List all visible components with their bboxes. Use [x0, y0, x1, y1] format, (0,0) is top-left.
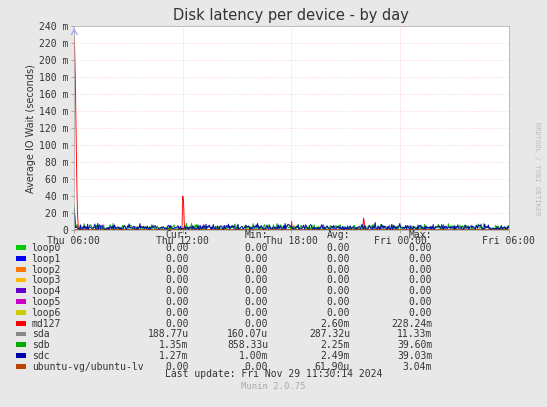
Text: 0.00: 0.00 [165, 265, 189, 275]
Text: Avg:: Avg: [327, 230, 350, 240]
Text: Last update: Fri Nov 29 11:30:14 2024: Last update: Fri Nov 29 11:30:14 2024 [165, 370, 382, 379]
Text: 0.00: 0.00 [327, 308, 350, 318]
Text: sdc: sdc [32, 351, 49, 361]
Text: loop2: loop2 [32, 265, 61, 275]
Text: 0.00: 0.00 [409, 297, 432, 307]
Y-axis label: Average IO Wait (seconds): Average IO Wait (seconds) [26, 64, 36, 193]
Text: 0.00: 0.00 [165, 362, 189, 372]
Text: loop6: loop6 [32, 308, 61, 318]
Text: Munin 2.0.75: Munin 2.0.75 [241, 382, 306, 391]
Text: 0.00: 0.00 [327, 265, 350, 275]
Text: 0.00: 0.00 [245, 276, 268, 285]
Text: 0.00: 0.00 [327, 297, 350, 307]
Text: Cur:: Cur: [165, 230, 189, 240]
Text: 0.00: 0.00 [165, 276, 189, 285]
Text: 0.00: 0.00 [245, 308, 268, 318]
Text: 0.00: 0.00 [409, 308, 432, 318]
Text: 858.33u: 858.33u [227, 340, 268, 350]
Text: loop0: loop0 [32, 243, 61, 253]
Text: loop3: loop3 [32, 276, 61, 285]
Text: sda: sda [32, 329, 49, 339]
Text: 1.27m: 1.27m [159, 351, 189, 361]
Text: 2.49m: 2.49m [321, 351, 350, 361]
Text: 0.00: 0.00 [165, 297, 189, 307]
Text: ubuntu-vg/ubuntu-lv: ubuntu-vg/ubuntu-lv [32, 362, 143, 372]
Text: 61.90u: 61.90u [315, 362, 350, 372]
Text: 1.00m: 1.00m [238, 351, 268, 361]
Text: 0.00: 0.00 [165, 319, 189, 328]
Text: 2.60m: 2.60m [321, 319, 350, 328]
Text: 0.00: 0.00 [245, 362, 268, 372]
Text: 0.00: 0.00 [245, 297, 268, 307]
Text: Max:: Max: [409, 230, 432, 240]
Text: 228.24m: 228.24m [391, 319, 432, 328]
Text: Min:: Min: [245, 230, 268, 240]
Text: 287.32u: 287.32u [309, 329, 350, 339]
Text: 0.00: 0.00 [165, 243, 189, 253]
Text: 2.25m: 2.25m [321, 340, 350, 350]
Text: 0.00: 0.00 [409, 243, 432, 253]
Text: 0.00: 0.00 [165, 286, 189, 296]
Text: 0.00: 0.00 [165, 254, 189, 264]
Text: 0.00: 0.00 [409, 265, 432, 275]
Text: 0.00: 0.00 [327, 286, 350, 296]
Text: 0.00: 0.00 [245, 319, 268, 328]
Text: 0.00: 0.00 [245, 254, 268, 264]
Text: 1.35m: 1.35m [159, 340, 189, 350]
Text: 0.00: 0.00 [409, 286, 432, 296]
Text: 39.60m: 39.60m [397, 340, 432, 350]
Text: loop5: loop5 [32, 297, 61, 307]
Text: loop1: loop1 [32, 254, 61, 264]
Text: 0.00: 0.00 [245, 286, 268, 296]
Text: 0.00: 0.00 [409, 254, 432, 264]
Text: 0.00: 0.00 [327, 276, 350, 285]
Text: loop4: loop4 [32, 286, 61, 296]
Text: sdb: sdb [32, 340, 49, 350]
Text: RRDTOOL / TOBI OETIKER: RRDTOOL / TOBI OETIKER [534, 122, 540, 216]
Text: 0.00: 0.00 [327, 254, 350, 264]
Text: 160.07u: 160.07u [227, 329, 268, 339]
Text: 0.00: 0.00 [245, 243, 268, 253]
Text: 0.00: 0.00 [327, 243, 350, 253]
Text: 3.04m: 3.04m [403, 362, 432, 372]
Text: 0.00: 0.00 [245, 265, 268, 275]
Text: 11.33m: 11.33m [397, 329, 432, 339]
Title: Disk latency per device - by day: Disk latency per device - by day [173, 7, 409, 22]
Text: 39.03m: 39.03m [397, 351, 432, 361]
Text: md127: md127 [32, 319, 61, 328]
Text: 0.00: 0.00 [165, 308, 189, 318]
Text: 0.00: 0.00 [409, 276, 432, 285]
Text: 188.77u: 188.77u [148, 329, 189, 339]
